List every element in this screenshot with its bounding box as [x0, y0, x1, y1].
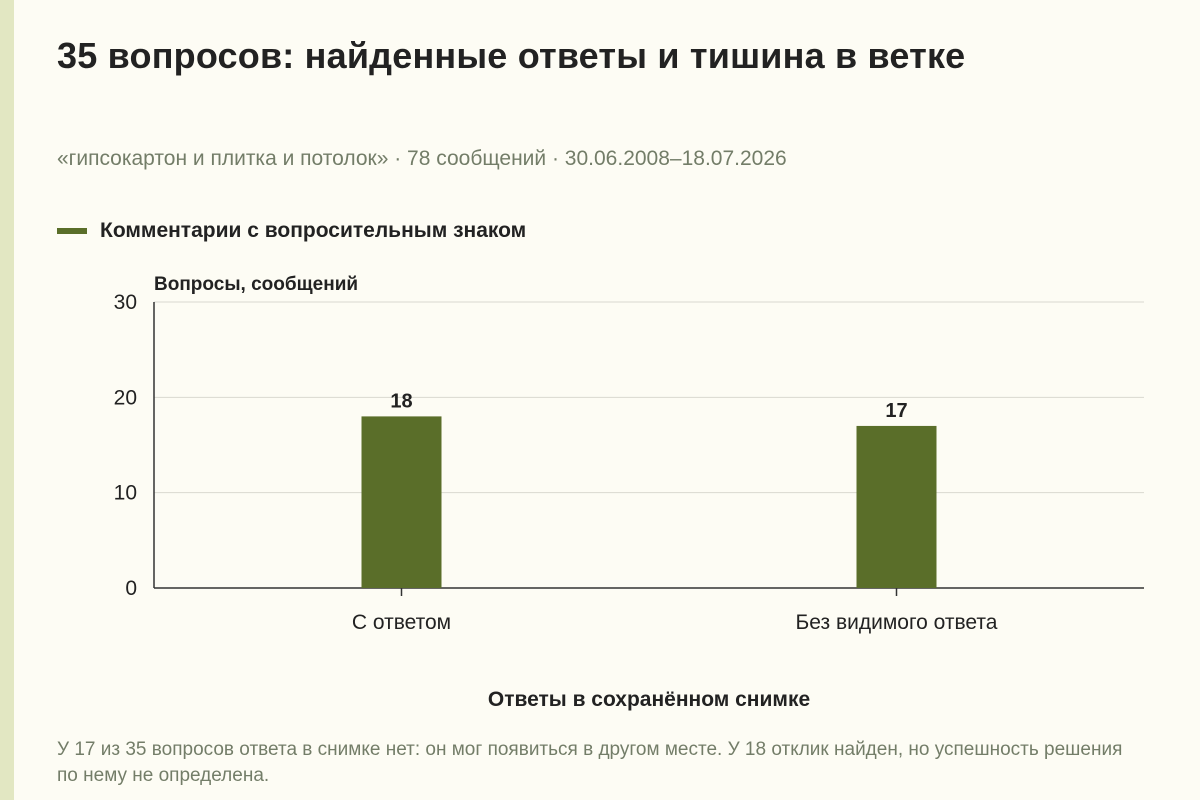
- bar-value-label: 18: [390, 390, 412, 412]
- y-tick-label: 0: [125, 577, 137, 600]
- legend-label: Комментарии с вопросительным знаком: [100, 219, 527, 242]
- page-title: 35 вопросов: найденные ответы и тишина в…: [57, 35, 966, 76]
- x-axis-label: Ответы в сохранённом снимке: [487, 688, 811, 711]
- y-tick-label: 30: [114, 291, 137, 314]
- y-axis-label: Вопросы, сообщений: [154, 274, 359, 295]
- bar: [361, 416, 442, 588]
- bar-value-label: 17: [885, 400, 907, 422]
- chart-legend: Комментарии с вопросительным знаком: [57, 219, 526, 243]
- x-category-label: С ответом: [352, 611, 451, 634]
- page-subtitle: «гипсокартон и плитка и потолок» · 78 со…: [57, 147, 787, 170]
- legend-swatch: [57, 228, 87, 234]
- side-accent-stripe: [0, 0, 14, 800]
- footnote: У 17 из 35 вопросов ответа в снимке нет:…: [57, 739, 1123, 786]
- y-tick-label: 10: [114, 482, 137, 505]
- x-category-label: Без видимого ответа: [796, 611, 998, 634]
- bar: [856, 425, 937, 588]
- y-tick-label: 20: [114, 386, 137, 409]
